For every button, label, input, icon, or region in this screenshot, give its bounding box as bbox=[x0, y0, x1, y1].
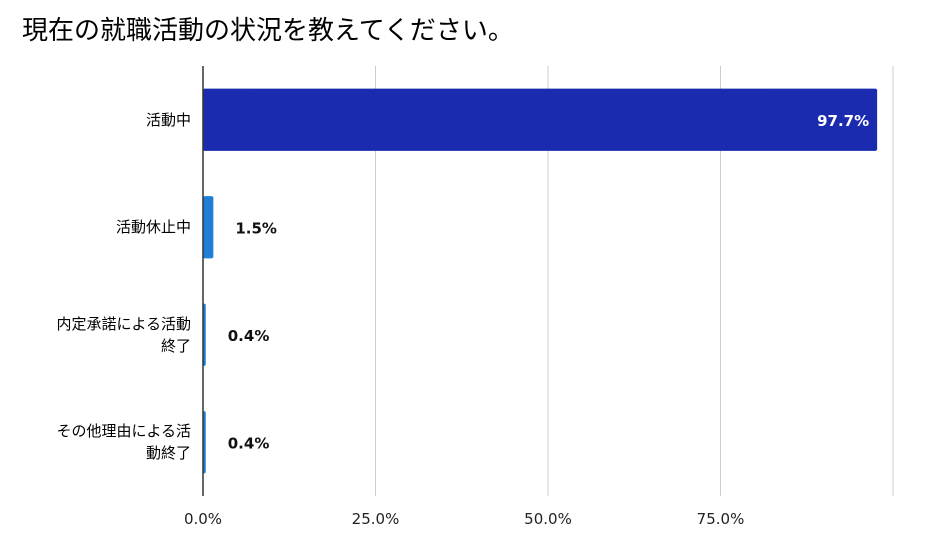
bar bbox=[203, 196, 214, 259]
x-tick-label: 50.0% bbox=[524, 510, 572, 528]
category-label-line: 活動休止中 bbox=[115, 218, 191, 237]
data-label: 1.5% bbox=[235, 219, 277, 237]
data-label: 0.4% bbox=[228, 327, 270, 345]
category-label-line: 動終了 bbox=[145, 444, 191, 463]
category-label-line: 内定承諾による活動 bbox=[56, 314, 191, 333]
x-tick-label: 75.0% bbox=[697, 510, 745, 528]
category-label-line: その他理由による活 bbox=[56, 422, 191, 441]
category-label-line: 活動中 bbox=[145, 110, 191, 129]
category-label-line: 終了 bbox=[160, 336, 191, 355]
data-label: 97.7% bbox=[817, 112, 869, 130]
category-label: 内定承諾による活動終了 bbox=[1, 313, 191, 357]
data-label: 0.4% bbox=[228, 434, 270, 452]
category-label: 活動中 bbox=[1, 109, 191, 131]
chart-title: 現在の就職活動の状況を教えてください。 bbox=[22, 16, 514, 46]
bar bbox=[203, 88, 878, 151]
category-label: その他理由による活動終了 bbox=[1, 420, 191, 464]
x-tick-label: 0.0% bbox=[184, 510, 222, 528]
x-tick-label: 25.0% bbox=[352, 510, 400, 528]
category-label: 活動休止中 bbox=[1, 216, 191, 238]
